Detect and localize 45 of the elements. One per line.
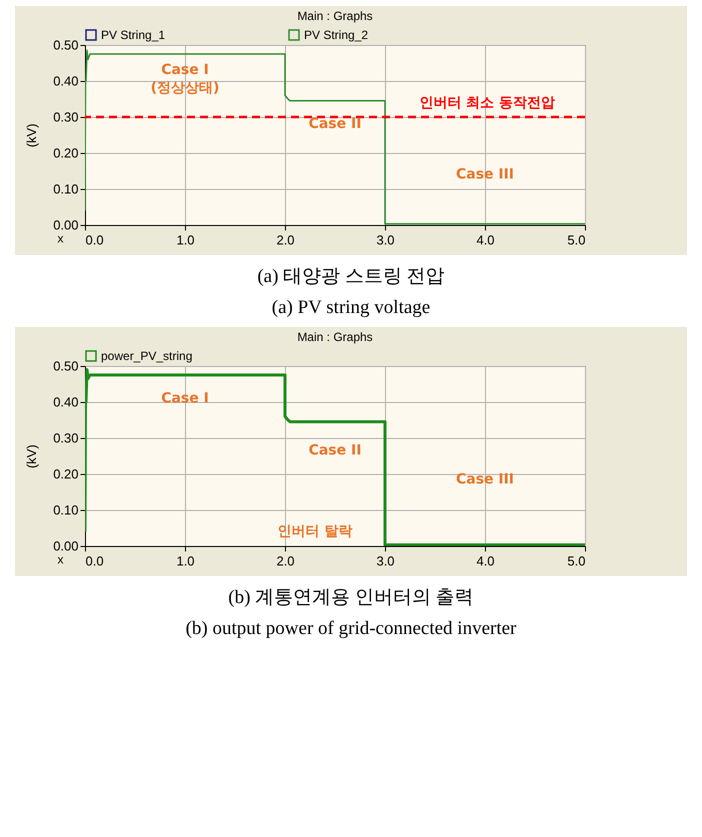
text: (a) PV string voltage [270,297,432,319]
x-tick-label: 4.0 [476,554,495,568]
annotation: Case III [456,166,514,183]
y-tick-label: 0.00 [53,218,78,232]
annotation: 인버터 탈락 [278,524,352,540]
y-tick-label: 0.50 [53,38,78,52]
y-tick-label: 0.00 [53,538,78,554]
text: (b) output power of grid-connected inverter [184,618,518,640]
x-tick-label: 5.0 [567,554,586,568]
y-tick-label: 0.40 [53,394,78,410]
text: (a) 태양광 스트링 전압 [256,265,446,289]
chart-title: Main : Graphs [297,9,373,23]
annotation: Case I [161,390,209,406]
legend-label: PV String_2 [304,28,368,42]
y-tick-label: 0.10 [53,182,78,196]
x-tick-label: 1.0 [176,554,195,568]
legend-label: power_PV_string [101,349,192,363]
y-tick-label: 0.40 [53,74,78,88]
y-tick-label: 0.20 [53,466,78,482]
y-tick-label: 0.10 [53,502,78,518]
x-tick-label: 1.0 [176,232,195,248]
chart-title: Main : Graphs [297,330,373,344]
y-tick-label: 0.20 [53,146,78,160]
x-axis-title: x [58,232,64,246]
x-tick-label: 2.0 [276,554,295,568]
x-tick-label: 3.0 [376,232,395,248]
text: (b) 계통연계용 인버터의 출력 [227,586,475,610]
x-tick-label: 4.0 [476,232,495,248]
x-tick-label: 2.0 [276,232,295,248]
x-tick-label: 3.0 [376,554,395,568]
y-tick-label: 0.50 [53,358,78,374]
annotation: Case II [308,442,362,459]
y-axis-title: (kV) [24,124,40,148]
y-tick-label: 0.30 [53,110,78,124]
legend-label: PV String_1 [101,28,166,42]
y-axis-title: (kV) [24,444,40,468]
x-tick-label: 5.0 [567,232,586,248]
x-tick-label: 0.0 [86,232,104,248]
annotation: Case III [456,471,514,488]
annotation: Case II [308,116,362,132]
ref-line-label: 인버터 최소 동작전압 [419,95,555,111]
x-axis-title: x [58,552,64,566]
annotation: Case I (정상상태) [150,62,220,96]
y-tick-label: 0.30 [53,430,78,446]
x-tick-label: 0.0 [86,554,104,568]
